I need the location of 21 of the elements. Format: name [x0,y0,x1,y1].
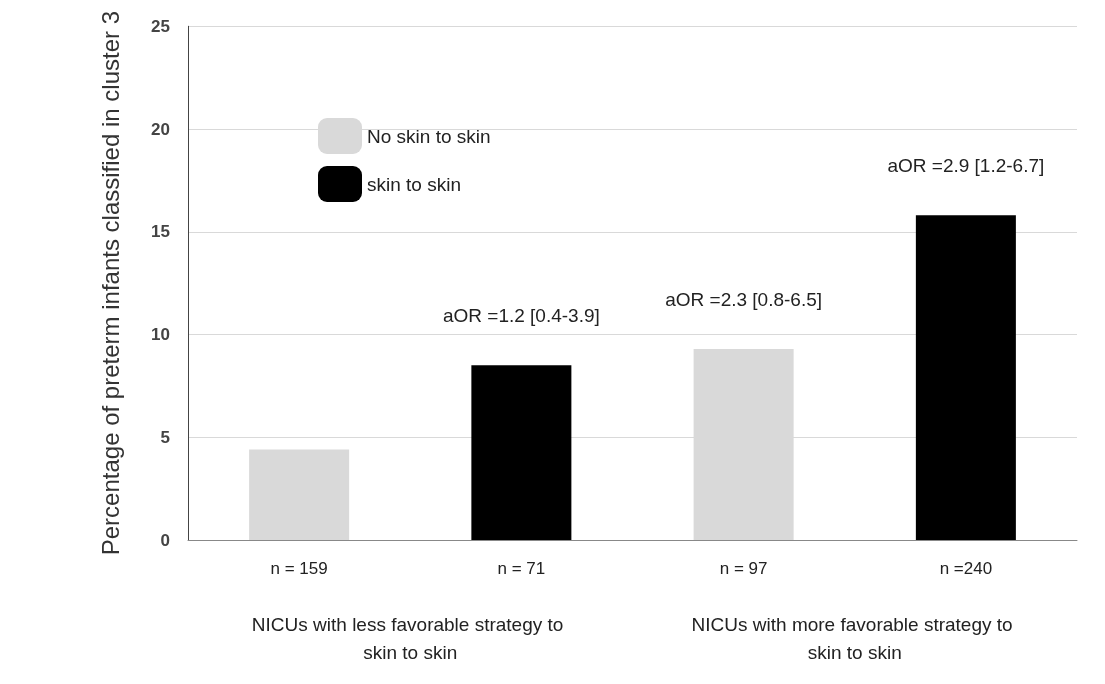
y-tick-label: 15 [151,222,170,242]
y-tick-label: 5 [160,427,170,447]
legend-label: skin to skin [367,173,461,195]
annotation: aOR =2.3 [0.8-6.5] [665,288,823,310]
y-tick-label: 0 [160,530,170,550]
x-tick-label: n = 159 [270,559,328,578]
text: NICUs with more favorable strategy to skin to skin [691,613,1018,663]
text: NICUs with less favorable strategy to skin to skin [251,613,569,663]
bar [249,449,350,540]
annotation: aOR =1.2 [0.4-3.9] [442,305,600,327]
y-tick-label: 20 [151,119,170,139]
x-tick-label: n = 71 [497,559,546,578]
bar [915,215,1016,540]
x-tick-label: n = 97 [719,559,768,578]
y-axis-title: Percentage of preterm infants classified in cluster 3 [96,11,124,556]
y-tick-label: 10 [151,325,170,345]
y-tick-label: 25 [151,16,170,36]
annotation: aOR =2.9 [1.2-6.7] [887,155,1045,177]
x-tick-label: n =240 [939,559,993,578]
bar [471,365,572,540]
legend-label: No skin to skin [367,125,491,147]
